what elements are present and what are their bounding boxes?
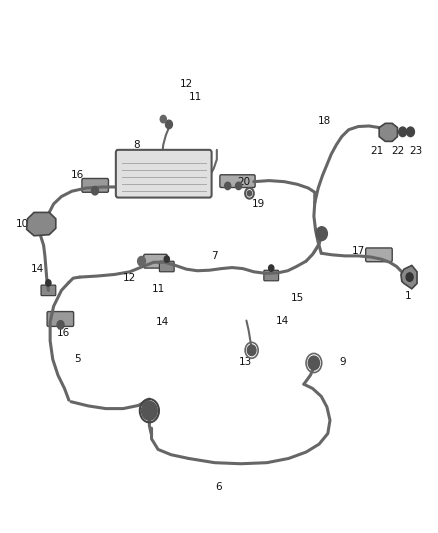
Circle shape (46, 280, 51, 286)
Text: 10: 10 (16, 219, 29, 229)
Circle shape (166, 120, 173, 128)
Text: 17: 17 (352, 246, 365, 256)
Text: 21: 21 (370, 146, 383, 156)
Circle shape (92, 187, 99, 195)
Text: 11: 11 (188, 92, 201, 102)
Text: 18: 18 (318, 116, 331, 126)
FancyBboxPatch shape (366, 248, 392, 262)
Text: 12: 12 (180, 78, 193, 88)
Circle shape (164, 256, 170, 262)
Circle shape (308, 356, 320, 370)
FancyBboxPatch shape (116, 150, 212, 198)
Text: 15: 15 (291, 293, 304, 303)
FancyBboxPatch shape (144, 254, 167, 268)
FancyBboxPatch shape (82, 179, 109, 192)
FancyBboxPatch shape (220, 175, 255, 188)
Circle shape (141, 401, 157, 420)
FancyBboxPatch shape (159, 261, 174, 272)
Text: 5: 5 (74, 354, 81, 364)
Text: 6: 6 (215, 481, 223, 491)
Text: 8: 8 (133, 140, 140, 150)
Circle shape (247, 345, 256, 356)
Circle shape (57, 320, 64, 329)
Polygon shape (401, 265, 417, 289)
Circle shape (399, 127, 406, 136)
Text: 16: 16 (71, 171, 84, 180)
Circle shape (138, 256, 145, 266)
Text: 20: 20 (238, 176, 251, 187)
Polygon shape (27, 213, 56, 236)
Circle shape (316, 227, 327, 240)
Circle shape (247, 191, 252, 196)
Circle shape (406, 127, 414, 136)
Text: 14: 14 (156, 317, 169, 327)
Text: 11: 11 (152, 284, 165, 294)
Text: 22: 22 (391, 146, 404, 156)
Text: 13: 13 (238, 357, 252, 367)
Text: 16: 16 (57, 328, 70, 338)
Polygon shape (379, 123, 397, 141)
Text: 12: 12 (123, 273, 136, 283)
Text: 7: 7 (212, 251, 218, 261)
Text: 14: 14 (276, 316, 289, 326)
Text: 23: 23 (409, 146, 422, 156)
FancyBboxPatch shape (41, 285, 56, 296)
Circle shape (225, 182, 231, 190)
Circle shape (268, 265, 274, 271)
Circle shape (236, 182, 242, 190)
Text: 9: 9 (340, 357, 346, 367)
FancyBboxPatch shape (47, 312, 74, 326)
Text: 1: 1 (405, 290, 412, 301)
Text: 19: 19 (251, 199, 265, 209)
Circle shape (406, 273, 413, 281)
Circle shape (160, 115, 166, 123)
Text: 14: 14 (31, 264, 44, 274)
FancyBboxPatch shape (264, 270, 279, 281)
